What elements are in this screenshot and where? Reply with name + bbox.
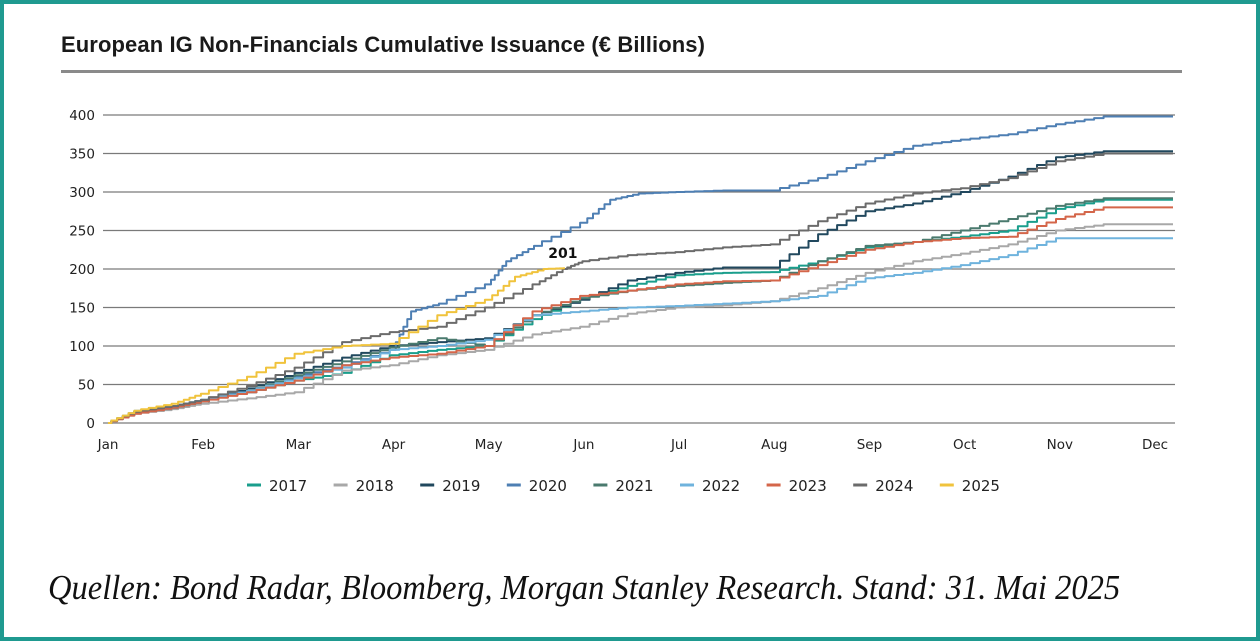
legend-item-2020: 2020: [506, 477, 567, 495]
y-tick-label: 100: [69, 339, 95, 355]
legend-item-2024: 2024: [853, 477, 913, 495]
series-line-2020: [108, 115, 1173, 424]
data-label-2025: 201: [548, 246, 577, 262]
y-tick-label: 250: [69, 224, 95, 240]
x-axis-ticks: Jan Feb Mar Apr May Jun Jul Aug Sep Oct Nov Dec: [97, 437, 1168, 453]
series-line-2017: [108, 198, 1173, 424]
x-tick-label: Mar: [286, 437, 312, 453]
source-note: Quellen: Bond Radar, Bloomberg, Morgan S…: [48, 568, 1121, 607]
y-axis-ticks: 0 50 100 150 200 250 300 350 400: [69, 108, 95, 432]
legend-item-2018: 2018: [333, 477, 394, 495]
y-tick-label: 150: [69, 301, 95, 317]
legend-label: 2018: [356, 477, 394, 495]
x-tick-label: Sep: [857, 437, 882, 453]
x-tick-label: Dec: [1142, 437, 1168, 453]
title-divider: [61, 70, 1182, 73]
y-tick-label: 300: [69, 185, 95, 201]
y-tick-label: 0: [86, 416, 95, 432]
chart-title: European IG Non-Financials Cumulative Is…: [61, 32, 706, 57]
y-tick-label: 350: [69, 147, 95, 163]
x-tick-label: May: [475, 437, 503, 453]
x-tick-label: Jan: [97, 437, 119, 453]
legend: 2017 2018 2019 2020 2021 2022 2023 2024 2025: [247, 477, 1000, 495]
x-tick-label: Feb: [191, 437, 215, 453]
y-tick-label: 400: [69, 108, 95, 124]
legend-item-2017: 2017: [247, 477, 307, 495]
legend-label: 2019: [442, 477, 480, 495]
y-tick-label: 200: [69, 262, 95, 278]
series-lines: [108, 115, 1173, 424]
y-tick-label: 50: [78, 378, 95, 394]
gridlines: [103, 114, 1175, 424]
legend-item-2023: 2023: [766, 477, 827, 495]
legend-label: 2017: [269, 477, 307, 495]
series-line-2023: [108, 206, 1173, 424]
x-tick-label: Oct: [953, 437, 976, 453]
series-line-2025: [108, 267, 565, 424]
legend-item-2025: 2025: [939, 477, 1000, 495]
series-line-2024: [108, 152, 1173, 424]
legend-label: 2025: [962, 477, 1000, 495]
series-line-2021: [108, 197, 1173, 424]
legend-label: 2020: [529, 477, 567, 495]
legend-label: 2024: [875, 477, 913, 495]
series-line-2018: [108, 223, 1173, 424]
x-tick-label: Apr: [382, 437, 406, 453]
legend-item-2022: 2022: [680, 477, 740, 495]
x-tick-label: Jul: [670, 437, 687, 453]
legend-item-2021: 2021: [593, 477, 654, 495]
legend-label: 2021: [615, 477, 653, 495]
annotations: 201: [548, 246, 577, 262]
x-tick-label: Nov: [1047, 437, 1073, 453]
legend-item-2019: 2019: [420, 477, 480, 495]
legend-label: 2023: [789, 477, 827, 495]
legend-label: 2022: [702, 477, 740, 495]
x-tick-label: Aug: [761, 437, 787, 453]
x-tick-label: Jun: [572, 437, 594, 453]
